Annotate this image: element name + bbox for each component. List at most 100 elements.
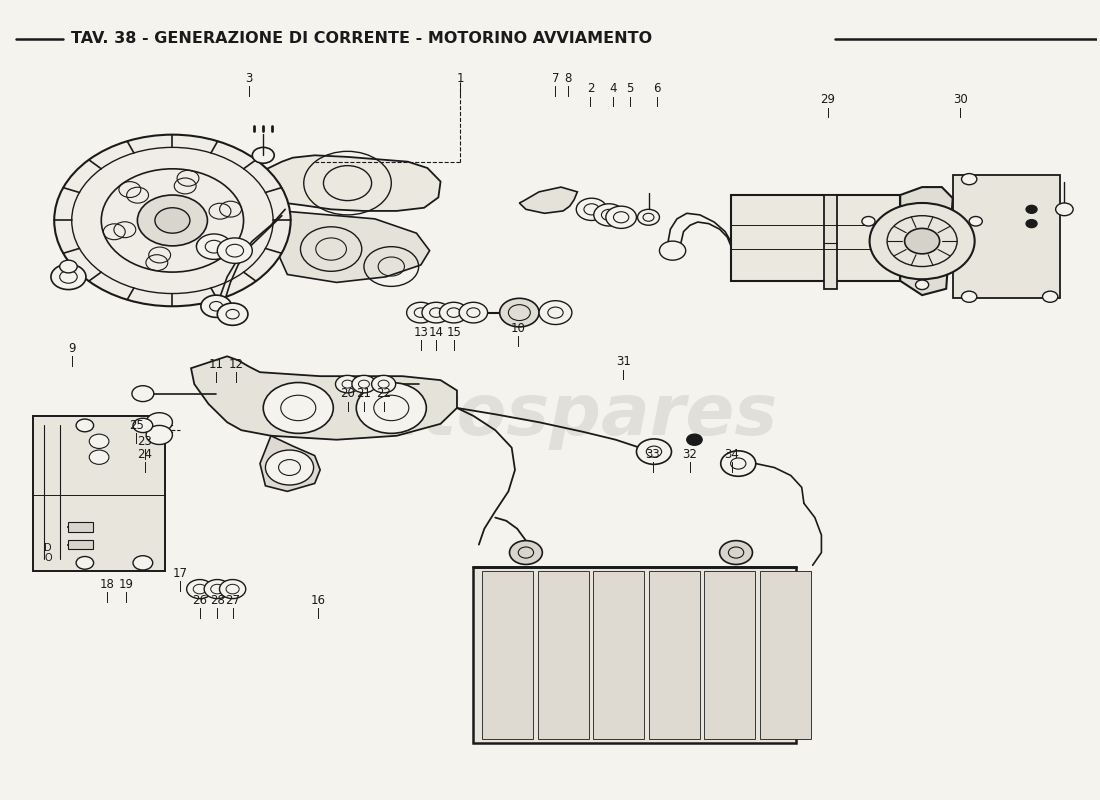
Text: 5: 5 bbox=[626, 82, 634, 95]
Bar bbox=[953, 175, 1060, 298]
Text: 25: 25 bbox=[129, 419, 144, 432]
Text: 3: 3 bbox=[245, 72, 253, 85]
Circle shape bbox=[372, 375, 396, 393]
Text: 33: 33 bbox=[646, 447, 660, 461]
Circle shape bbox=[218, 303, 248, 326]
Circle shape bbox=[138, 195, 208, 246]
Text: 9: 9 bbox=[68, 342, 76, 355]
Text: 31: 31 bbox=[616, 355, 630, 368]
Circle shape bbox=[54, 134, 290, 306]
Circle shape bbox=[155, 208, 190, 233]
Circle shape bbox=[422, 302, 450, 323]
Circle shape bbox=[499, 298, 539, 327]
Circle shape bbox=[862, 217, 874, 226]
Circle shape bbox=[356, 382, 427, 434]
Polygon shape bbox=[519, 187, 578, 214]
Text: 10: 10 bbox=[510, 322, 526, 335]
Text: 17: 17 bbox=[173, 566, 188, 580]
Circle shape bbox=[1043, 291, 1058, 302]
Circle shape bbox=[638, 210, 659, 226]
Bar bbox=[473, 567, 796, 743]
Circle shape bbox=[133, 556, 153, 570]
Circle shape bbox=[969, 217, 982, 226]
Circle shape bbox=[1056, 203, 1074, 216]
Text: 7: 7 bbox=[552, 72, 559, 85]
Bar bbox=[730, 195, 900, 281]
Circle shape bbox=[220, 579, 245, 598]
Text: 8: 8 bbox=[564, 72, 571, 85]
Circle shape bbox=[539, 301, 572, 325]
Text: 4: 4 bbox=[609, 82, 617, 95]
Circle shape bbox=[686, 434, 702, 446]
Text: TAV. 38 - GENERAZIONE DI CORRENTE - MOTORINO AVVIAMENTO: TAV. 38 - GENERAZIONE DI CORRENTE - MOTO… bbox=[70, 31, 652, 46]
Circle shape bbox=[263, 382, 333, 434]
Circle shape bbox=[904, 229, 939, 254]
Circle shape bbox=[961, 291, 977, 302]
Text: 19: 19 bbox=[119, 578, 134, 591]
Circle shape bbox=[407, 302, 436, 323]
Text: 14: 14 bbox=[429, 326, 443, 339]
Circle shape bbox=[961, 174, 977, 185]
Circle shape bbox=[659, 241, 685, 260]
Circle shape bbox=[1026, 220, 1037, 228]
Circle shape bbox=[89, 450, 109, 464]
Polygon shape bbox=[260, 436, 320, 491]
Polygon shape bbox=[274, 211, 430, 282]
Bar bbox=[649, 571, 700, 739]
Circle shape bbox=[133, 418, 153, 433]
Polygon shape bbox=[260, 155, 441, 211]
Text: 28: 28 bbox=[210, 594, 224, 606]
Text: 27: 27 bbox=[226, 594, 240, 606]
Circle shape bbox=[201, 295, 231, 318]
Text: autospares: autospares bbox=[322, 382, 778, 450]
Text: 21: 21 bbox=[356, 387, 372, 400]
Polygon shape bbox=[900, 187, 953, 295]
Circle shape bbox=[870, 203, 975, 279]
Text: 12: 12 bbox=[229, 358, 243, 370]
Text: 20: 20 bbox=[340, 387, 355, 400]
Bar bbox=[68, 522, 92, 532]
Polygon shape bbox=[824, 195, 837, 289]
Text: D: D bbox=[44, 543, 52, 553]
Circle shape bbox=[218, 238, 252, 263]
Circle shape bbox=[252, 147, 274, 163]
Text: 34: 34 bbox=[724, 447, 739, 461]
Text: 16: 16 bbox=[310, 594, 326, 606]
Circle shape bbox=[205, 579, 230, 598]
Circle shape bbox=[606, 206, 637, 229]
Bar bbox=[482, 571, 534, 739]
Circle shape bbox=[146, 413, 173, 432]
Text: 13: 13 bbox=[414, 326, 428, 339]
Text: O: O bbox=[44, 554, 52, 563]
Bar bbox=[33, 416, 165, 571]
Circle shape bbox=[509, 541, 542, 565]
Text: 2: 2 bbox=[586, 82, 594, 95]
Circle shape bbox=[197, 234, 231, 259]
Text: 23: 23 bbox=[138, 435, 153, 448]
Text: 22: 22 bbox=[376, 387, 392, 400]
Circle shape bbox=[51, 264, 86, 290]
Circle shape bbox=[637, 439, 671, 464]
Circle shape bbox=[719, 541, 752, 565]
Circle shape bbox=[336, 375, 360, 393]
Circle shape bbox=[594, 204, 625, 226]
Circle shape bbox=[1026, 206, 1037, 214]
Text: 1: 1 bbox=[456, 72, 464, 85]
Text: 32: 32 bbox=[683, 447, 697, 461]
Text: 15: 15 bbox=[447, 326, 461, 339]
Circle shape bbox=[352, 375, 376, 393]
Text: 11: 11 bbox=[209, 358, 223, 370]
Text: 24: 24 bbox=[138, 447, 153, 461]
Circle shape bbox=[265, 450, 313, 485]
Bar bbox=[760, 571, 811, 739]
Text: 30: 30 bbox=[953, 93, 968, 106]
Circle shape bbox=[187, 579, 213, 598]
Circle shape bbox=[89, 434, 109, 449]
Circle shape bbox=[76, 557, 94, 570]
Bar bbox=[704, 571, 755, 739]
Circle shape bbox=[132, 386, 154, 402]
Circle shape bbox=[720, 451, 756, 476]
Text: 6: 6 bbox=[653, 82, 661, 95]
Bar bbox=[538, 571, 588, 739]
Circle shape bbox=[76, 419, 94, 432]
